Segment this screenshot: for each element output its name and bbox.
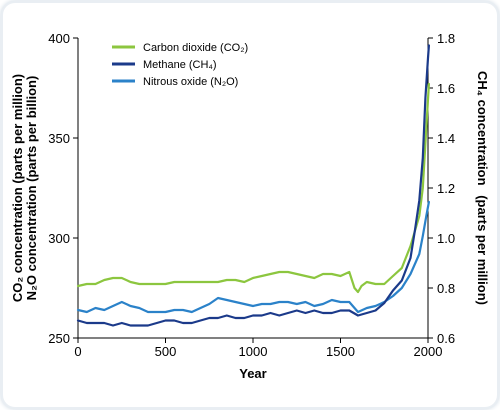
y-left-tick-label: 350 — [48, 131, 70, 146]
x-tick-label: 500 — [155, 344, 177, 359]
x-tick-label: 2000 — [414, 344, 443, 359]
y-right-tick-label: 1.2 — [437, 181, 455, 196]
y-right-axis-title-line2: (parts per million) — [475, 195, 490, 305]
co2-line — [76, 82, 430, 294]
x-tick-label: 1000 — [239, 344, 268, 359]
y-left-tick-label: 300 — [48, 231, 70, 246]
y-left-tick-label: 250 — [48, 331, 70, 346]
legend-label-co2: Carbon dioxide (CO₂) — [143, 42, 248, 54]
legend-label-n2o: Nitrous oxide (N₂O) — [143, 76, 238, 88]
x-tick-label: 0 — [74, 344, 81, 359]
y-right-tick-label: 0.8 — [437, 281, 455, 296]
y-left-axis-title-n2o: N₂O concentration (parts per billion) — [24, 76, 39, 301]
chart-frame — [3, 3, 497, 407]
y-left-axis-title-co2: CO₂ concentration (parts per million) — [10, 74, 25, 302]
n2o-line — [76, 200, 430, 314]
x-tick-label: 1500 — [326, 344, 355, 359]
y-right-axis-title-line1: CH₄ concentration — [475, 71, 490, 186]
y-right-tick-label: 1.0 — [437, 231, 455, 246]
x-axis-title: Year — [239, 366, 266, 381]
y-right-tick-label: 0.6 — [437, 331, 455, 346]
legend: Carbon dioxide (CO₂) Methane (CH₄) Nitro… — [112, 42, 248, 88]
y-right-tick-label: 1.4 — [437, 131, 455, 146]
y-right-tick-label: 1.8 — [437, 31, 455, 46]
legend-label-ch4: Methane (CH₄) — [143, 59, 217, 71]
ch4-line — [76, 44, 430, 327]
y-right-tick-label: 1.6 — [437, 81, 455, 96]
y-left-tick-label: 400 — [48, 31, 70, 46]
y-right-axis-title-ch4: CH₄ concentration (parts per million) — [475, 71, 490, 305]
